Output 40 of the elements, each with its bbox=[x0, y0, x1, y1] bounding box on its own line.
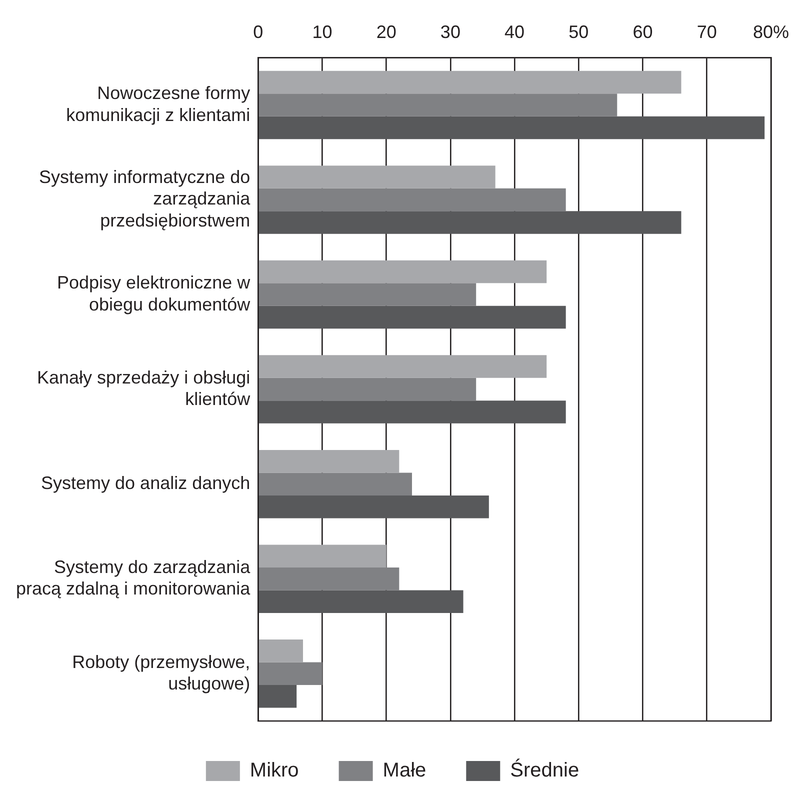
x-tick-label: 0 bbox=[253, 22, 264, 42]
bar bbox=[258, 544, 386, 568]
x-tick-label: 70 bbox=[696, 22, 717, 42]
bar bbox=[258, 306, 566, 329]
bar bbox=[258, 94, 618, 116]
legend-label: Mikro bbox=[250, 760, 299, 782]
y-tick-label: Systemy do zarządzania pracą zdalną i monitorowania bbox=[16, 557, 252, 599]
bar bbox=[258, 188, 566, 212]
bar bbox=[258, 662, 322, 685]
bar bbox=[258, 400, 566, 424]
bar bbox=[258, 590, 464, 613]
bar bbox=[258, 567, 400, 590]
bar bbox=[258, 116, 765, 140]
bar bbox=[258, 211, 682, 234]
bar bbox=[258, 472, 412, 496]
x-tick-label: 10 bbox=[312, 22, 332, 42]
y-tick-label: Systemy informatyczne do zarządzania przedsiębiorstwem bbox=[39, 167, 252, 230]
bar bbox=[258, 378, 476, 401]
x-tick-label: 80% bbox=[752, 22, 789, 42]
y-tick-label: Roboty (przemysłowe, usługowe) bbox=[72, 652, 250, 694]
bar bbox=[258, 166, 496, 188]
y-tick-label: Podpisy elektroniczne w obiegu dokumentów bbox=[57, 272, 252, 314]
x-tick-label: 50 bbox=[568, 22, 589, 42]
legend-label: Średnie bbox=[510, 758, 580, 782]
x-tick-label: 20 bbox=[376, 22, 396, 42]
x-tick-label: 30 bbox=[440, 22, 460, 42]
bar bbox=[258, 639, 304, 662]
bar bbox=[258, 260, 547, 284]
bar bbox=[258, 450, 400, 473]
bar bbox=[258, 355, 547, 378]
y-tick-label: Systemy do analiz danych bbox=[41, 473, 250, 494]
bar bbox=[258, 495, 489, 518]
legend-label: Małe bbox=[382, 760, 426, 782]
y-tick-label: Kanały sprzedaży i obsługi klientów bbox=[37, 367, 252, 410]
bar bbox=[258, 70, 682, 94]
x-tick-label: 40 bbox=[504, 22, 525, 42]
bar bbox=[258, 684, 297, 708]
bar bbox=[258, 283, 476, 306]
x-tick-label: 60 bbox=[632, 22, 653, 42]
y-tick-label: Nowoczesne formy komunikacji z klientami bbox=[66, 83, 250, 125]
